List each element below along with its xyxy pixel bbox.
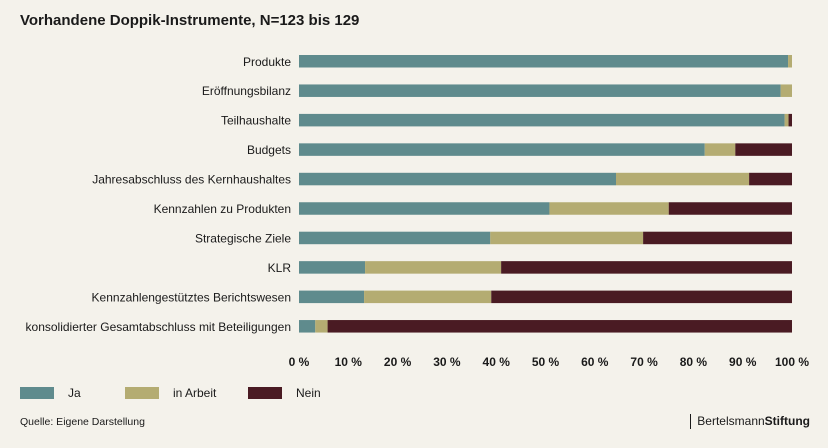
legend-swatch-ja — [20, 387, 54, 399]
bar-segment-nein — [788, 113, 792, 127]
stacked-bar-chart: Produkte Eröffnungsbilanz Teilhaushalte Bud… — [26, 55, 810, 369]
x-tick-label: 100 % — [775, 355, 809, 369]
x-tick-label: 50 % — [532, 355, 560, 369]
category-label: Produkte — [243, 55, 291, 69]
bar-segment-in-arbeit — [490, 231, 644, 245]
bar-segment-nein — [668, 202, 792, 215]
bar-segment-nein — [643, 231, 792, 245]
bar-segment-ja — [299, 55, 789, 68]
category-label: Jahresabschluss des Kernhaushaltes — [92, 173, 291, 187]
bar-segment-in-arbeit — [549, 202, 669, 215]
legend-item-nein: Nein — [248, 386, 353, 400]
x-tick-label: 10 % — [335, 355, 363, 369]
bar-segment-in-arbeit — [788, 55, 792, 68]
x-tick-label: 30 % — [433, 355, 461, 369]
legend: Ja in Arbeit Nein — [20, 386, 353, 400]
category-label: Teilhaushalte — [221, 114, 291, 128]
bar-segment-in-arbeit — [615, 172, 750, 186]
bar-segment-nein — [735, 143, 792, 156]
x-tick-label: 20 % — [384, 355, 412, 369]
brand-part-1: Bertelsmann — [697, 414, 765, 428]
bar-segment-ja — [299, 172, 616, 186]
bar-segment-nein — [501, 261, 792, 274]
bar-segment-ja — [299, 202, 550, 215]
legend-swatch-in-arbeit — [125, 387, 159, 399]
bar-segment-ja — [299, 143, 705, 156]
brand-part-2: Stiftung — [764, 414, 810, 428]
category-label: Strategische Ziele — [195, 231, 291, 245]
bar-segment-in-arbeit — [784, 113, 789, 127]
legend-label-nein: Nein — [296, 386, 321, 400]
legend-label-in-arbeit: in Arbeit — [173, 386, 217, 400]
x-tick-label: 0 % — [289, 355, 310, 369]
category-label: Budgets — [247, 143, 291, 157]
bar-segment-in-arbeit — [365, 261, 502, 274]
legend-item-ja: Ja — [20, 386, 125, 400]
category-label: konsolidierter Gesamtabschluss mit Betei… — [26, 320, 291, 334]
bar-segment-ja — [299, 290, 365, 304]
bar-segment-in-arbeit — [780, 84, 792, 97]
legend-label-ja: Ja — [68, 386, 81, 400]
legend-item-in-arbeit: in Arbeit — [125, 386, 248, 400]
bar-segment-in-arbeit — [364, 290, 492, 304]
bar-segment-nein — [327, 320, 792, 333]
legend-swatch-nein — [248, 387, 282, 399]
x-tick-label: 90 % — [729, 355, 757, 369]
x-tick-label: 40 % — [483, 355, 511, 369]
bar-segment-in-arbeit — [704, 143, 736, 156]
x-tick-label: 80 % — [680, 355, 708, 369]
bar-segment-ja — [299, 231, 491, 245]
bar-segment-ja — [299, 320, 316, 333]
brand-logo: BertelsmannStiftung — [690, 414, 810, 429]
bar-segment-ja — [299, 84, 781, 97]
bar-segment-nein — [491, 290, 792, 304]
bar-segment-ja — [299, 261, 366, 274]
category-label: Kennzahlen zu Produkten — [154, 202, 291, 216]
category-label: Eröffnungsbilanz — [202, 84, 291, 98]
bar-segment-in-arbeit — [315, 320, 328, 333]
bar-segment-nein — [749, 172, 792, 186]
category-label: KLR — [268, 261, 292, 275]
chart-title: Vorhandene Doppik-Instrumente, N=123 bis… — [20, 12, 360, 29]
source-note: Quelle: Eigene Darstellung — [20, 416, 145, 428]
x-tick-label: 70 % — [630, 355, 658, 369]
bar-segment-ja — [299, 113, 785, 127]
category-label: Kennzahlengestütztes Berichtswesen — [92, 290, 291, 304]
x-tick-label: 60 % — [581, 355, 609, 369]
